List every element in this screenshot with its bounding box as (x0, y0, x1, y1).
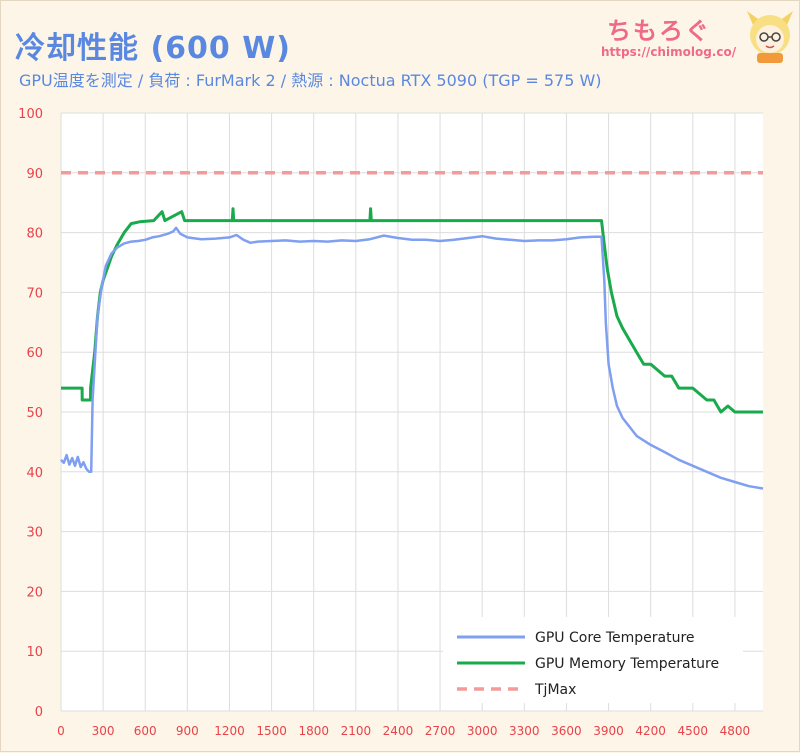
chart-subtitle: GPU温度を測定 / 負荷 : FurMark 2 / 熱源 : Noctua … (19, 71, 602, 90)
mascot-icon (747, 11, 793, 63)
x-tick-label: 4200 (635, 724, 666, 738)
x-axis-ticks: 0 300 600 900 1200 1500 1800 2100 2400 2700 3000 33… (57, 724, 750, 738)
series-layer (60, 171, 764, 490)
x-tick-label: 2400 (383, 724, 414, 738)
x-tick-label: 900 (176, 724, 199, 738)
x-tick-label: 2100 (341, 724, 372, 738)
y-tick-label: 80 (26, 227, 43, 242)
legend-label: GPU Memory Temperature (535, 656, 719, 672)
y-tick-label: 50 (26, 406, 43, 421)
x-tick-label: 1200 (214, 724, 245, 738)
x-tick-label: 1800 (298, 724, 329, 738)
y-tick-label: 40 (26, 466, 43, 481)
x-tick-label: 4800 (720, 724, 751, 738)
legend: GPU Core Temperature GPU Memory Temperatu… (443, 617, 743, 703)
y-tick-label: 60 (26, 346, 43, 361)
y-axis-ticks: 0 10 20 30 40 50 60 70 80 90 100 (18, 107, 43, 720)
x-tick-label: 1500 (256, 724, 287, 738)
x-tick-label: 600 (134, 724, 157, 738)
x-tick-label: 4500 (678, 724, 709, 738)
x-tick-label: 0 (57, 724, 65, 738)
page-title: 冷却性能 (600 W) (15, 31, 292, 66)
y-tick-label: 100 (18, 107, 43, 122)
legend-label: GPU Core Temperature (535, 630, 695, 646)
y-tick-label: 20 (26, 585, 43, 600)
x-tick-label: 3300 (509, 724, 540, 738)
y-tick-label: 70 (26, 286, 43, 301)
y-gridlines (61, 112, 763, 712)
x-tick-label: 2700 (425, 724, 456, 738)
y-tick-label: 10 (26, 645, 43, 660)
brand-url: https://chimolog.co/ (601, 45, 737, 59)
brand-name: ちもろぐ (607, 17, 711, 45)
series-line-0 (60, 226, 764, 490)
x-tick-label: 3900 (593, 724, 624, 738)
brand-logo: ちもろぐ https://chimolog.co/ (597, 7, 797, 67)
x-tick-label: 3600 (551, 724, 582, 738)
y-tick-label: 90 (26, 167, 43, 182)
y-tick-label: 30 (26, 526, 43, 541)
y-tick-label: 0 (35, 705, 43, 720)
legend-label: TjMax (534, 682, 576, 698)
x-tick-label: 3000 (467, 724, 498, 738)
x-tick-label: 300 (92, 724, 115, 738)
